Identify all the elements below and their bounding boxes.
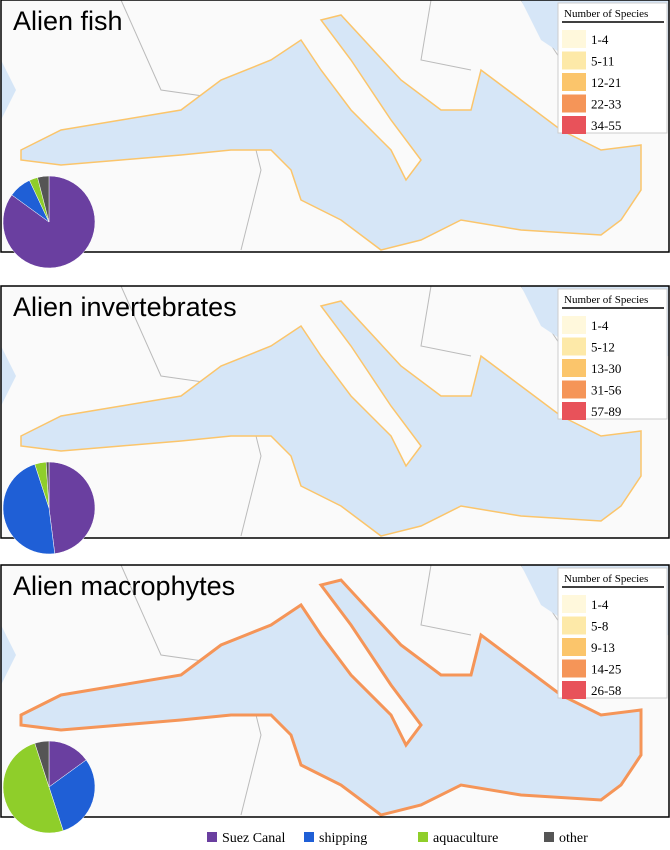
legend-swatch (562, 638, 586, 656)
legend-label: 1-4 (591, 318, 609, 333)
panel-frame (0, 285, 670, 539)
legend-swatch (562, 359, 586, 377)
legend-swatch (562, 402, 586, 420)
atlantic (1, 565, 16, 685)
pie-slice (37, 175, 50, 223)
map-panel: Alien invertebrates Number of Species 1-4 5… (0, 285, 670, 555)
legend-swatch (562, 659, 586, 678)
legend-label: 9-13 (591, 640, 615, 655)
legend-swatch (562, 116, 586, 134)
pie-slice (45, 461, 50, 509)
legend-label: 1-4 (591, 32, 609, 47)
legend-swatch (562, 380, 586, 399)
species-legend: Number of Species 1-4 5-11 12-21 22-33 34-55 (557, 2, 668, 134)
legend-label: 57-89 (591, 404, 621, 419)
pie-legend-label: aquaculture (433, 831, 498, 846)
legend-title: Number of Species (564, 294, 648, 306)
border-line (120, 286, 562, 537)
border-line (120, 0, 562, 251)
legend-label: 5-12 (591, 340, 615, 355)
pie-slice (48, 759, 96, 832)
legend-swatch (562, 51, 586, 70)
species-legend: Number of Species 1-4 5-12 13-30 31-56 57-89 (557, 288, 668, 420)
legend-title: Number of Species (564, 8, 648, 20)
pie-legend-swatch (418, 832, 428, 842)
legend-label: 34-55 (591, 118, 621, 133)
panel-frame (0, 564, 670, 818)
pie-legend-swatch (207, 832, 217, 842)
map-panel: Alien macrophytes Number of Species 1-4 5-8… (0, 564, 670, 834)
legend-label: 5-8 (591, 619, 608, 634)
panel-title: Alien macrophytes (13, 571, 235, 601)
legend-swatch (562, 595, 586, 613)
atlantic (1, 0, 16, 120)
legend-swatch (562, 30, 586, 48)
legend-label: 14-25 (591, 662, 621, 677)
pie-legend-label: shipping (319, 831, 367, 846)
legend-swatch (562, 316, 586, 334)
legend-swatch (562, 73, 586, 91)
legend-label: 26-58 (591, 683, 621, 698)
atlantic (1, 286, 16, 406)
pie-slice (48, 461, 96, 554)
legend-label: 22-33 (591, 97, 621, 112)
legend-swatch (562, 616, 586, 635)
panel-title: Alien invertebrates (13, 292, 237, 322)
legend-label: 31-56 (591, 383, 622, 398)
legend-label: 5-11 (591, 54, 614, 69)
pie-slice (2, 742, 64, 834)
pie-legend-label: other (559, 831, 588, 846)
species-legend: Number of Species 1-4 5-8 9-13 14-25 26-58 (557, 567, 668, 699)
panel-frame (0, 0, 670, 253)
legend-label: 1-4 (591, 597, 609, 612)
legend-label: 13-30 (591, 361, 621, 376)
pie-legend-swatch (544, 832, 554, 842)
legend-swatch (562, 94, 586, 113)
border-line (120, 565, 562, 816)
legend-label: 12-21 (591, 75, 621, 90)
map-panel: Alien fish Number of Species 1-4 5-11 12-21 2… (0, 0, 670, 269)
pie-legend-label: Suez Canal (222, 831, 285, 846)
legend-swatch (562, 337, 586, 356)
legend-title: Number of Species (564, 573, 648, 585)
pie-legend-swatch (304, 832, 314, 842)
panel-title: Alien fish (13, 6, 123, 36)
legend-swatch (562, 681, 586, 699)
pie-slice (34, 740, 50, 788)
